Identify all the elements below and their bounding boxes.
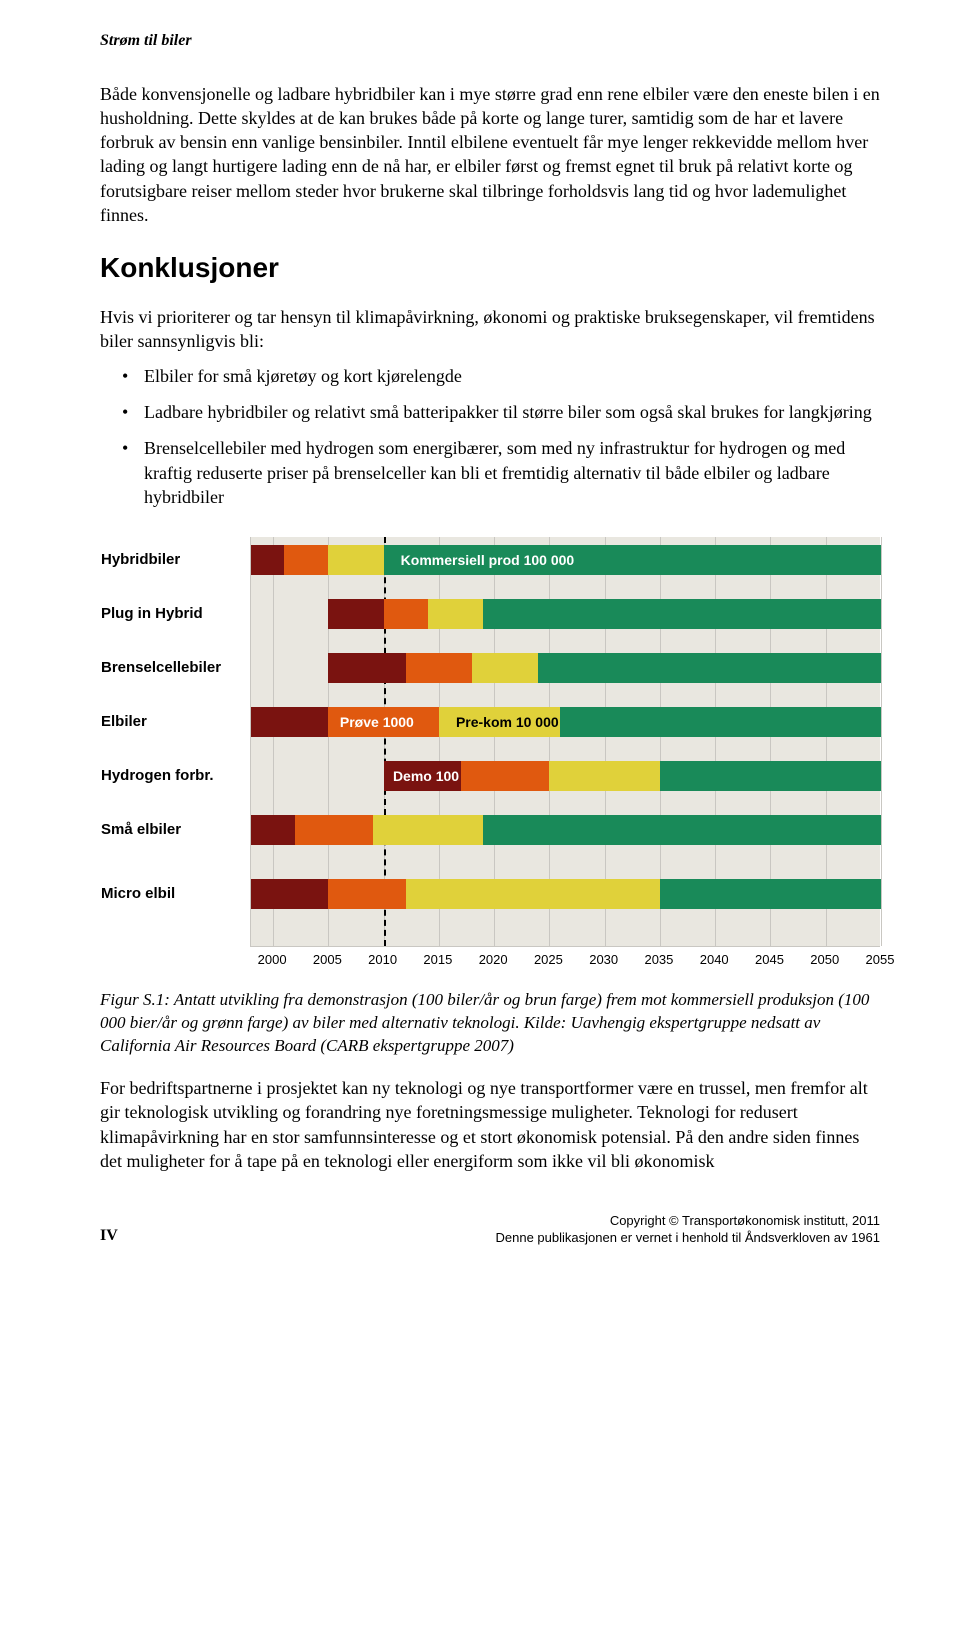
chart-segment-kom [660, 761, 881, 791]
chart-annotation: Kommersiell prod 100 000 [395, 545, 575, 575]
chart-bar [251, 879, 881, 909]
page-header-title: Strøm til biler [100, 30, 880, 52]
list-item: Ladbare hybridbiler og relativt små batt… [100, 400, 880, 424]
figure-caption: Figur S.1: Antatt utvikling fra demonstr… [100, 989, 880, 1058]
x-tick-label: 2035 [644, 951, 673, 969]
chart-segment-demo [251, 879, 328, 909]
x-tick-label: 2000 [258, 951, 287, 969]
chart-plot-area: HybridbilerPlug in HybridBrenselcellebil… [250, 537, 880, 947]
figure-s1-chart: Hybridbiler Plug in Hybrid Brenselcellebil… [100, 537, 880, 973]
chart-row-label: Brenselcellebiler [101, 657, 241, 679]
chart-segment-demo [328, 653, 405, 683]
paragraph-3: For bedriftspartnerne i prosjektet kan n… [100, 1076, 880, 1173]
x-tick-label: 2030 [589, 951, 618, 969]
page-number: IV [100, 1225, 118, 1247]
section-heading-konklusjoner: Konklusjoner [100, 249, 880, 287]
copyright-block: Copyright © Transportøkonomisk institutt… [496, 1213, 880, 1247]
chart-x-axis: 2000 2005 2010 2015 2020 2025 2030 2035 2040 2045… [250, 951, 880, 973]
chart-bar [328, 653, 881, 683]
chart-segment-kom [660, 879, 881, 909]
chart-annotation: Pre-kom 10 000 [450, 707, 559, 737]
x-tick-label: 2045 [755, 951, 784, 969]
chart-segment-demo [251, 815, 295, 845]
paragraph-2: Hvis vi prioriterer og tar hensyn til kl… [100, 305, 880, 354]
chart-segment-prove [284, 545, 328, 575]
chart-annotation: Demo 100 [387, 761, 459, 791]
x-tick-label: 2055 [866, 951, 895, 969]
chart-bar [251, 815, 881, 845]
chart-segment-prove [461, 761, 549, 791]
x-tick-label: 2005 [313, 951, 342, 969]
chart-segment-kom [560, 707, 881, 737]
copyright-line-1: Copyright © Transportøkonomisk institutt… [496, 1213, 880, 1230]
page-footer: IV Copyright © Transportøkonomisk instit… [100, 1213, 880, 1247]
paragraph-1: Både konvensjonelle og ladbare hybridbil… [100, 82, 880, 228]
chart-segment-prekom [328, 545, 383, 575]
chart-segment-prove [406, 653, 472, 683]
chart-segment-kom [538, 653, 881, 683]
list-item: Brenselcellebiler med hydrogen som energ… [100, 436, 880, 509]
chart-segment-demo [251, 545, 284, 575]
chart-segment-demo [328, 599, 383, 629]
chart-segment-prekom [406, 879, 660, 909]
chart-segment-prove [384, 599, 428, 629]
x-tick-label: 2050 [810, 951, 839, 969]
list-item: Elbiler for små kjøretøy og kort kjørele… [100, 364, 880, 388]
chart-segment-demo [251, 707, 328, 737]
x-tick-label: 2015 [423, 951, 452, 969]
chart-row-label: Hybridbiler [101, 549, 241, 571]
chart-segment-prove [295, 815, 372, 845]
chart-segment-kom [483, 815, 881, 845]
chart-row-label: Elbiler [101, 711, 241, 733]
chart-segment-prekom [472, 653, 538, 683]
chart-annotation: Prøve 1000 [334, 707, 414, 737]
x-tick-label: 2020 [479, 951, 508, 969]
copyright-line-2: Denne publikasjonen er vernet i henhold … [496, 1230, 880, 1247]
chart-segment-prekom [549, 761, 660, 791]
chart-row-label: Små elbiler [101, 819, 241, 841]
x-tick-label: 2025 [534, 951, 563, 969]
chart-row-label: Micro elbil [101, 883, 241, 905]
chart-segment-prekom [373, 815, 484, 845]
bullet-list: Elbiler for små kjøretøy og kort kjørele… [100, 364, 880, 509]
chart-row-label: Plug in Hybrid [101, 603, 241, 625]
chart-segment-kom [483, 599, 881, 629]
chart-row-label: Hydrogen forbr. [101, 765, 241, 787]
x-tick-label: 2010 [368, 951, 397, 969]
x-tick-label: 2040 [700, 951, 729, 969]
chart-bar [328, 599, 881, 629]
chart-segment-prekom [428, 599, 483, 629]
chart-segment-prove [328, 879, 405, 909]
